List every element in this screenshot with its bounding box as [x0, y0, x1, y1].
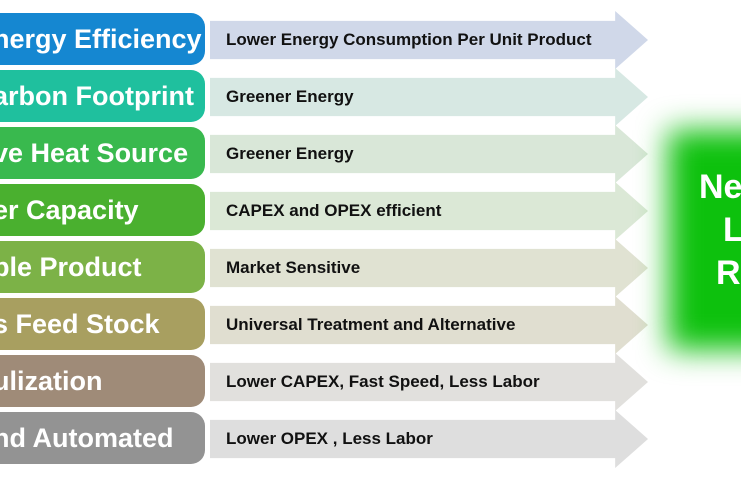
row-label: ve Heat Source	[0, 127, 205, 179]
row-label-text: nd Automated	[0, 423, 174, 453]
row-label: arbon Footprint	[0, 70, 205, 122]
row-label: s Feed Stock	[0, 298, 205, 350]
row-label: nergy Efficiency	[0, 13, 205, 65]
row-arrow-text: Lower OPEX , Less Labor	[226, 429, 433, 448]
row-arrow: Market Sensitive	[210, 239, 648, 297]
row-arrow: CAPEX and OPEX efficient	[210, 182, 648, 240]
row-arrow: Lower Energy Consumption Per Unit Produc…	[210, 11, 648, 69]
row-arrow: Greener Energy	[210, 68, 648, 126]
row-label-text: nergy Efficiency	[0, 24, 202, 54]
row-label-text: ve Heat Source	[0, 138, 189, 168]
row-arrow: Greener Energy	[210, 125, 648, 183]
result-box-line: Ne	[699, 168, 741, 206]
row-label: er Capacity	[0, 184, 205, 236]
row-label-text: s Feed Stock	[0, 309, 160, 339]
row-label-text: arbon Footprint	[0, 81, 194, 111]
row-label: ble Product	[0, 241, 205, 293]
row-arrow: Lower OPEX , Less Labor	[210, 410, 648, 468]
row-arrow-text: CAPEX and OPEX efficient	[226, 201, 442, 220]
row-label: nd Automated	[0, 412, 205, 464]
result-box-line: R	[716, 254, 741, 292]
result-box-glow	[668, 130, 741, 350]
row-arrow: Universal Treatment and Alternative	[210, 296, 648, 354]
row-label-text: ble Product	[0, 252, 142, 282]
row-label-text: er Capacity	[0, 195, 139, 225]
row-arrow-text: Lower CAPEX, Fast Speed, Less Labor	[226, 372, 540, 391]
result-box-line: L	[723, 211, 741, 249]
row-arrow-text: Lower Energy Consumption Per Unit Produc…	[226, 30, 592, 49]
row-arrow-text: Market Sensitive	[226, 258, 361, 277]
row-arrow-text: Greener Energy	[226, 144, 354, 163]
row-arrow-text: Greener Energy	[226, 87, 354, 106]
row-arrow: Lower CAPEX, Fast Speed, Less Labor	[210, 353, 648, 411]
row-label: ulization	[0, 355, 205, 407]
row-arrow-text: Universal Treatment and Alternative	[226, 315, 516, 334]
row-label-text: ulization	[0, 366, 103, 396]
result-box: Ne L R	[650, 130, 741, 360]
